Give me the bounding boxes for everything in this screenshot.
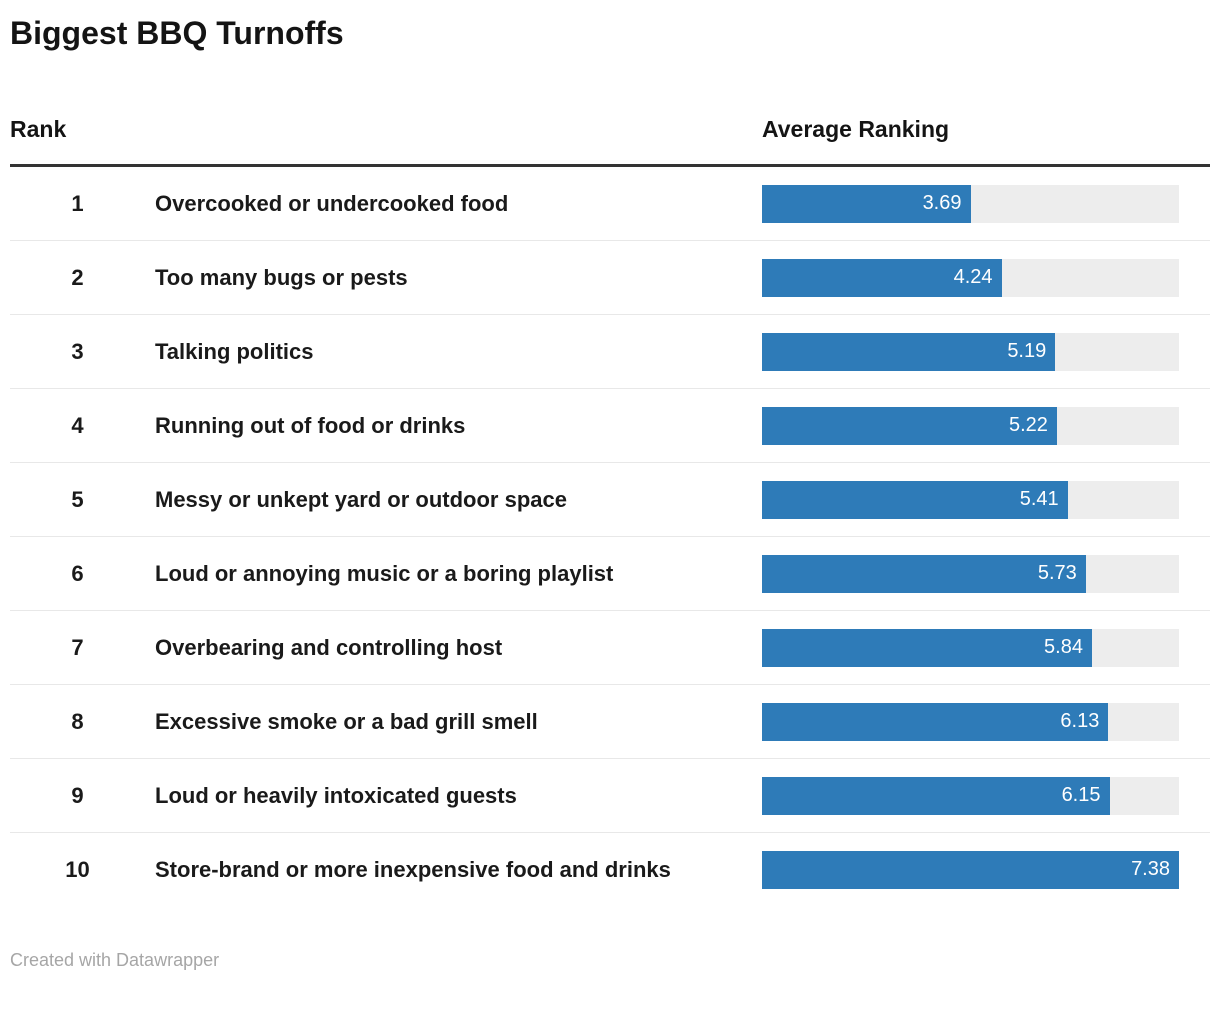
table-row: 7 Overbearing and controlling host 5.84 [10, 610, 1210, 684]
bar-track: 4.24 [762, 258, 1179, 297]
bar-track: 3.69 [762, 184, 1179, 223]
bar-cell: 5.84 [762, 628, 1210, 667]
table-row: 5 Messy or unkept yard or outdoor space … [10, 462, 1210, 536]
table-row: 3 Talking politics 5.19 [10, 314, 1210, 388]
category-label: Loud or heavily intoxicated guests [155, 783, 517, 808]
table-row: 9 Loud or heavily intoxicated guests 6.1… [10, 758, 1210, 832]
value-column-header: Average Ranking [762, 116, 950, 142]
bar-value-label: 5.73 [1037, 562, 1077, 584]
bar-fill: 5.19 [762, 332, 1056, 371]
bar-value-label: 3.69 [922, 192, 962, 214]
rank-value: 3 [71, 338, 84, 364]
category-label: Excessive smoke or a bad grill smell [155, 709, 538, 734]
rank-column-header: Rank [10, 116, 67, 142]
bar-value-label: 7.38 [1131, 858, 1170, 880]
bar-value-label: 6.13 [1060, 710, 1100, 732]
bar-track: 5.84 [762, 628, 1179, 667]
bar-fill: 6.15 [762, 776, 1110, 815]
bar-track: 5.22 [762, 406, 1179, 445]
category-label: Talking politics [155, 339, 314, 364]
chart-title: Biggest BBQ Turnoffs [10, 15, 344, 51]
bar-track: 6.13 [762, 702, 1179, 741]
rank-value: 4 [71, 412, 84, 438]
bar-value-label: 4.24 [953, 266, 993, 288]
bar-cell: 6.15 [762, 776, 1210, 815]
rank-value: 2 [71, 264, 84, 290]
bar-cell: 5.22 [762, 406, 1210, 445]
bar-cell: 6.13 [762, 702, 1210, 741]
label-column-header [145, 116, 762, 143]
table-body: 1 Overcooked or undercooked food 3.69 2 … [10, 167, 1210, 906]
bar-value-label: 5.84 [1044, 636, 1083, 658]
table-row: 1 Overcooked or undercooked food 3.69 [10, 167, 1210, 240]
category-label: Running out of food or drinks [155, 413, 466, 438]
rank-value: 1 [71, 190, 84, 216]
column-header-row: Rank Average Ranking [10, 116, 1210, 167]
category-label: Store-brand or more inexpensive food and… [155, 857, 671, 882]
bar-track: 5.73 [762, 554, 1179, 593]
category-label: Overcooked or undercooked food [155, 191, 509, 216]
bar-cell: 3.69 [762, 184, 1210, 223]
bar-cell: 5.41 [762, 480, 1210, 519]
bar-fill: 4.24 [762, 258, 1002, 297]
bar-cell: 7.38 [762, 850, 1210, 889]
rank-value: 8 [71, 708, 84, 734]
bar-track: 5.19 [762, 332, 1179, 371]
bar-track: 7.38 [762, 850, 1179, 889]
category-label: Messy or unkept yard or outdoor space [155, 487, 567, 512]
rank-value: 9 [71, 782, 84, 808]
category-label: Too many bugs or pests [155, 265, 408, 290]
bar-fill: 7.38 [762, 850, 1179, 889]
bar-fill: 5.73 [762, 554, 1086, 593]
rank-value: 6 [71, 560, 84, 586]
bar-value-label: 6.15 [1061, 784, 1101, 806]
attribution-footer: Created with Datawrapper [10, 950, 220, 970]
bar-fill: 5.84 [762, 628, 1092, 667]
bar-cell: 4.24 [762, 258, 1210, 297]
bar-track: 6.15 [762, 776, 1179, 815]
rank-value: 10 [65, 856, 90, 882]
rank-value: 5 [71, 486, 84, 512]
bar-value-label: 5.22 [1009, 414, 1048, 436]
bar-fill: 6.13 [762, 702, 1109, 741]
category-label: Loud or annoying music or a boring playl… [155, 561, 614, 586]
bar-value-label: 5.19 [1007, 340, 1047, 362]
bar-cell: 5.19 [762, 332, 1210, 371]
bar-fill: 3.69 [762, 184, 971, 223]
table-row: 10 Store-brand or more inexpensive food … [10, 832, 1210, 906]
table-row: 6 Loud or annoying music or a boring pla… [10, 536, 1210, 610]
table-row: 8 Excessive smoke or a bad grill smell 6… [10, 684, 1210, 758]
bar-track: 5.41 [762, 480, 1179, 519]
category-label: Overbearing and controlling host [155, 635, 503, 660]
bar-cell: 5.73 [762, 554, 1210, 593]
bar-fill: 5.41 [762, 480, 1068, 519]
rank-value: 7 [71, 634, 84, 660]
chart-container: Biggest BBQ Turnoffs Rank Average Rankin… [10, 15, 1210, 970]
bar-fill: 5.22 [762, 406, 1057, 445]
table-row: 2 Too many bugs or pests 4.24 [10, 240, 1210, 314]
table-row: 4 Running out of food or drinks 5.22 [10, 388, 1210, 462]
bar-value-label: 5.41 [1019, 488, 1059, 510]
